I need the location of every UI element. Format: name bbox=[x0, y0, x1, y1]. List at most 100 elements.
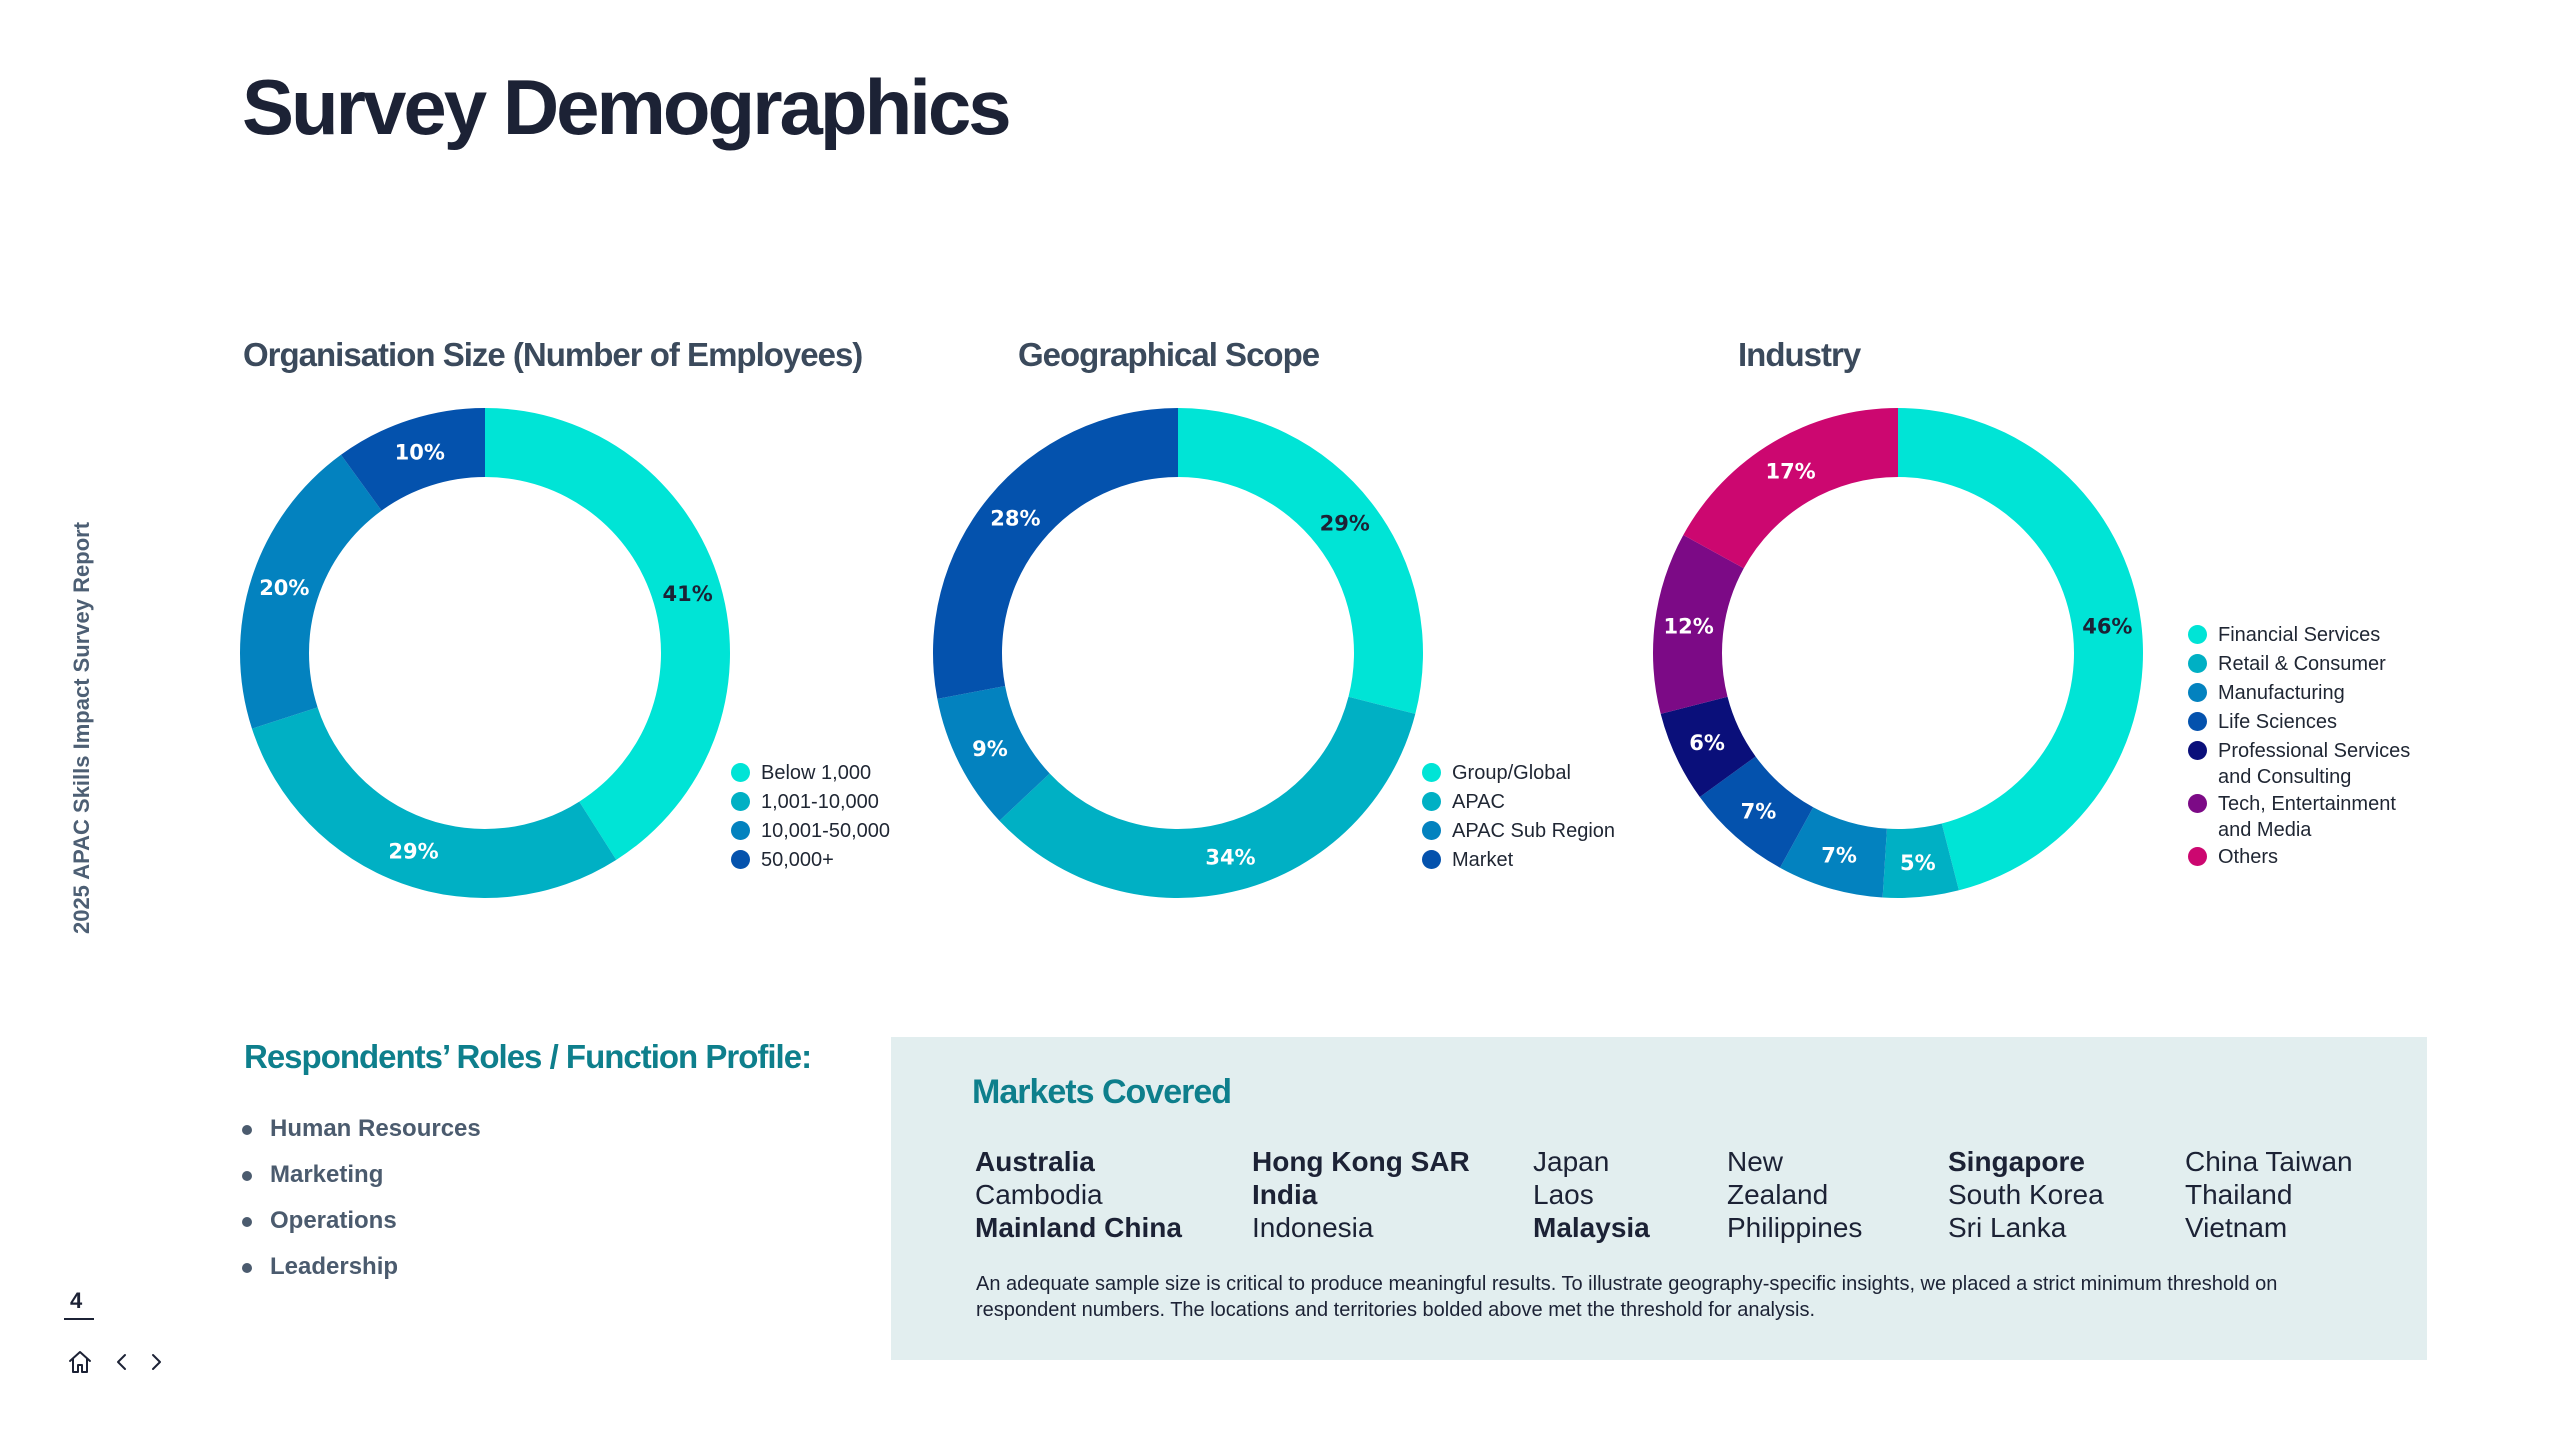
geo-scope-donut-chart: 29% 34% 9% 28% bbox=[933, 408, 1423, 898]
legend-label: Tech, Entertainment bbox=[2218, 793, 2396, 815]
slice-label: 7% bbox=[1821, 844, 1857, 868]
role-item: Human Resources bbox=[242, 1114, 481, 1160]
legend-item: APAC bbox=[1422, 788, 1615, 816]
legend-label: Professional Services bbox=[2218, 740, 2411, 762]
legend-swatch bbox=[2188, 683, 2207, 702]
legend-item: 10,001-50,000 bbox=[731, 817, 890, 845]
donut-slice bbox=[1660, 696, 1756, 798]
legend-swatch bbox=[731, 792, 750, 811]
market-column: New Zealand Philippines bbox=[1727, 1145, 1862, 1244]
legend-swatch bbox=[1422, 792, 1441, 811]
slice-label: 29% bbox=[388, 840, 438, 864]
legend-swatch bbox=[1422, 850, 1441, 869]
legend-item: 50,000+ bbox=[731, 846, 890, 874]
legend-label: Others bbox=[2218, 846, 2279, 868]
geo-scope-chart-title: Geographical Scope bbox=[1018, 336, 1320, 373]
slice-label: 29% bbox=[1320, 512, 1370, 536]
org-size-legend: Below 1,000 1,001-10,000 10,001-50,000 50,0… bbox=[731, 759, 890, 875]
slice-label: 10% bbox=[395, 440, 445, 464]
legend-item: Retail & Consumer bbox=[2188, 650, 2410, 678]
legend-item: Market bbox=[1422, 846, 1615, 874]
legend-item: Below 1,000 bbox=[731, 759, 890, 787]
market-column: Australia Cambodia Mainland China bbox=[975, 1145, 1182, 1244]
legend-label: APAC bbox=[1452, 791, 1505, 813]
slice-label: 6% bbox=[1689, 731, 1725, 755]
slice-label: 12% bbox=[1664, 615, 1714, 639]
slice-label: 41% bbox=[662, 582, 712, 606]
legend-swatch bbox=[2188, 654, 2207, 673]
market-name: Hong Kong SAR bbox=[1252, 1146, 1470, 1177]
legend-label: Below 1,000 bbox=[761, 762, 872, 784]
legend-label: APAC Sub Region bbox=[1452, 820, 1616, 842]
page-number-underline bbox=[64, 1318, 94, 1320]
market-name: Indonesia bbox=[1252, 1212, 1374, 1243]
legend-swatch bbox=[1422, 763, 1441, 782]
market-name: Laos bbox=[1533, 1179, 1594, 1210]
legend-label: 50,000+ bbox=[761, 849, 834, 871]
geo-scope-legend: Group/Global APAC APAC Sub Region Market bbox=[1422, 759, 1615, 875]
slice-label: 5% bbox=[1900, 851, 1936, 875]
market-column: Japan Laos Malaysia bbox=[1533, 1145, 1650, 1244]
legend-label: Life Sciences bbox=[2218, 711, 2337, 733]
legend-swatch bbox=[2188, 847, 2207, 866]
market-name: China Taiwan bbox=[2185, 1146, 2353, 1177]
legend-label: 10,001-50,000 bbox=[761, 820, 891, 842]
market-column: Hong Kong SAR India Indonesia bbox=[1252, 1145, 1470, 1244]
donut-slice bbox=[1178, 408, 1423, 714]
market-name: Thailand bbox=[2185, 1179, 2293, 1210]
role-item: Operations bbox=[242, 1206, 481, 1252]
market-name: Malaysia bbox=[1533, 1212, 1650, 1243]
legend-item: Life Sciences bbox=[2188, 708, 2410, 736]
slice-label: 17% bbox=[1765, 459, 1815, 483]
legend-item: Manufacturing bbox=[2188, 679, 2410, 707]
home-icon[interactable] bbox=[66, 1348, 94, 1376]
legend-swatch bbox=[2188, 625, 2207, 644]
legend-swatch bbox=[2188, 712, 2207, 731]
slice-label: 46% bbox=[2082, 615, 2132, 639]
donut-slice bbox=[1653, 534, 1744, 714]
legend-item: Tech, Entertainment and Media bbox=[2188, 790, 2410, 842]
market-column: China Taiwan Thailand Vietnam bbox=[2185, 1145, 2353, 1244]
donut-slice bbox=[999, 696, 1416, 898]
slice-label: 34% bbox=[1205, 845, 1255, 869]
market-name: Singapore bbox=[1948, 1146, 2085, 1177]
market-name: Zealand bbox=[1727, 1179, 1829, 1210]
donut-slice bbox=[340, 408, 485, 511]
market-name: Japan bbox=[1533, 1146, 1610, 1177]
market-name: New bbox=[1727, 1146, 1784, 1177]
legend-swatch bbox=[731, 763, 750, 782]
legend-label-line2: and Consulting bbox=[2218, 766, 2352, 788]
industry-donut-chart: 46% 5% 7% 7% 6% 12% 17% bbox=[1653, 408, 2143, 898]
market-name: Vietnam bbox=[2185, 1212, 2288, 1243]
markets-title: Markets Covered bbox=[972, 1073, 1232, 1111]
org-size-chart-title: Organisation Size (Number of Employees) bbox=[243, 336, 863, 373]
chevron-right-icon[interactable] bbox=[142, 1348, 170, 1376]
donut-slice bbox=[1699, 756, 1814, 868]
market-name: Cambodia bbox=[975, 1179, 1103, 1210]
donut-slice bbox=[239, 454, 382, 729]
slice-label: 20% bbox=[259, 576, 309, 600]
legend-label: Group/Global bbox=[1452, 762, 1571, 784]
donut-slice bbox=[1683, 408, 1898, 569]
legend-label: Manufacturing bbox=[2218, 682, 2345, 704]
org-size-donut-chart: 41% 29% 20% 10% bbox=[239, 408, 730, 898]
roles-title: Respondents’ Roles / Function Profile: bbox=[244, 1038, 812, 1075]
role-item: Marketing bbox=[242, 1160, 481, 1206]
page-title: Survey Demographics bbox=[242, 63, 1012, 151]
legend-swatch bbox=[2188, 794, 2207, 813]
slice-label: 9% bbox=[972, 737, 1008, 761]
legend-label: Market bbox=[1452, 849, 1514, 871]
slice-label: 7% bbox=[1741, 799, 1777, 823]
legend-item: Professional Services and Consulting bbox=[2188, 737, 2410, 789]
market-name: India bbox=[1252, 1179, 1318, 1210]
market-name: Mainland China bbox=[975, 1212, 1182, 1243]
market-column: Singapore South Korea Sri Lanka bbox=[1948, 1145, 2104, 1244]
legend-item: Financial Services bbox=[2188, 621, 2410, 649]
donut-slice bbox=[1882, 823, 1959, 898]
chevron-left-icon[interactable] bbox=[108, 1348, 136, 1376]
donut-slice bbox=[485, 408, 730, 860]
legend-swatch bbox=[731, 850, 750, 869]
market-name: Sri Lanka bbox=[1948, 1212, 2067, 1243]
legend-swatch bbox=[731, 821, 750, 840]
legend-item: 1,001-10,000 bbox=[731, 788, 890, 816]
